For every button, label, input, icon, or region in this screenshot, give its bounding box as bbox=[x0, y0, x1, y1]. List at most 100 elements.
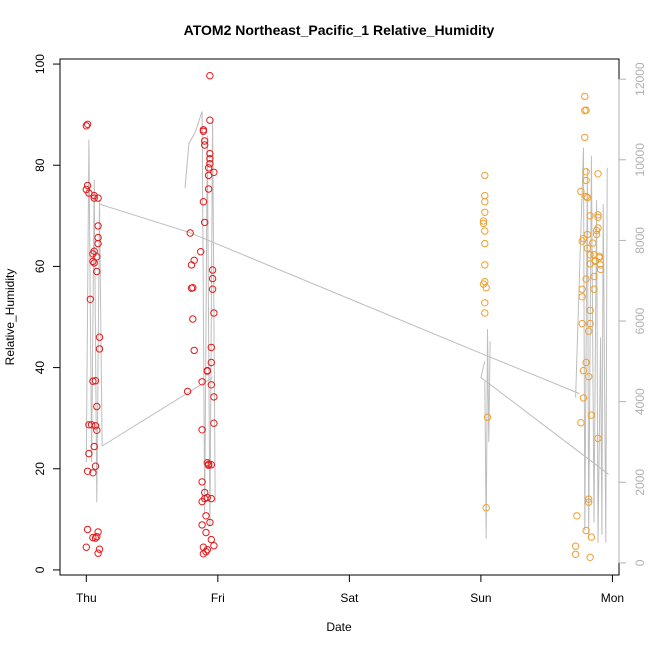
humidity-point bbox=[587, 411, 596, 419]
humidity-point bbox=[198, 378, 206, 386]
humidity-point bbox=[481, 309, 489, 317]
humidity-point bbox=[208, 285, 217, 293]
y-tick-label: 40 bbox=[33, 361, 47, 375]
humidity-point bbox=[582, 168, 590, 176]
humidity-point bbox=[207, 343, 216, 352]
x-tick-label: Fri bbox=[211, 591, 225, 605]
humidity-point bbox=[89, 533, 97, 542]
humidity-point bbox=[94, 528, 102, 536]
humidity-point bbox=[94, 549, 102, 557]
humidity-point bbox=[82, 122, 91, 130]
humidity-point bbox=[94, 194, 102, 202]
humidity-point bbox=[573, 512, 581, 520]
altitude-line bbox=[484, 329, 491, 539]
humidity-point bbox=[93, 402, 101, 411]
humidity-point bbox=[589, 239, 597, 247]
humidity-point bbox=[202, 548, 210, 556]
humidity-point bbox=[481, 191, 489, 200]
humidity-point bbox=[585, 495, 593, 503]
y-tick-label: 80 bbox=[33, 158, 47, 172]
humidity-point bbox=[197, 248, 205, 256]
humidity-point bbox=[482, 284, 490, 292]
humidity-point bbox=[199, 126, 208, 134]
humidity-point bbox=[86, 295, 95, 303]
chart-title: ATOM2 Northeast_Pacific_1 Relative_Humid… bbox=[184, 22, 495, 38]
humidity-point bbox=[481, 208, 489, 217]
humidity-point bbox=[586, 212, 594, 220]
humidity-point bbox=[199, 127, 208, 136]
y-tick-label: 60 bbox=[33, 259, 47, 273]
humidity-point bbox=[210, 309, 218, 317]
humidity-point bbox=[210, 168, 218, 177]
x-axis: Thu Fri Sat Sun Mon bbox=[76, 574, 624, 605]
humidity-point bbox=[479, 217, 488, 225]
humidity-point bbox=[586, 251, 594, 259]
humidity-point bbox=[594, 170, 602, 178]
humidity-point bbox=[203, 546, 212, 554]
humidity-point bbox=[582, 358, 590, 367]
humidity-point bbox=[91, 534, 100, 542]
humidity-point bbox=[578, 285, 586, 293]
humidity-point bbox=[482, 504, 490, 512]
humidity-point bbox=[481, 198, 489, 206]
left-y-axis: 0 20 40 60 80 100 bbox=[33, 54, 60, 573]
right-tick-label: 4000 bbox=[633, 388, 647, 415]
y-tick-label: 20 bbox=[33, 462, 47, 476]
humidity-point bbox=[198, 478, 206, 486]
humidity-point bbox=[207, 535, 216, 544]
x-tick-label: Sun bbox=[470, 591, 491, 605]
humidity-point bbox=[201, 137, 209, 145]
humidity-point bbox=[206, 116, 214, 124]
y-axis-label: Relative_Humidity bbox=[3, 269, 17, 366]
humidity-point bbox=[590, 272, 598, 281]
humidity-point bbox=[596, 265, 605, 274]
right-y-axis: 0 2000 4000 6000 8000 10000 12000 bbox=[618, 62, 647, 566]
x-axis-label: Date bbox=[326, 620, 352, 634]
humidity-point bbox=[91, 462, 100, 470]
humidity-point bbox=[94, 233, 102, 242]
humidity-point bbox=[582, 275, 590, 283]
humidity-point bbox=[198, 521, 206, 529]
humidity-point bbox=[206, 72, 214, 80]
humidity-point bbox=[582, 192, 590, 201]
humidity-point bbox=[578, 319, 586, 328]
humidity-point bbox=[89, 469, 97, 477]
humidity-point bbox=[83, 181, 92, 190]
humidity-point bbox=[571, 550, 580, 558]
humidity-point bbox=[201, 141, 209, 149]
humidity-point bbox=[577, 187, 585, 196]
humidity-point bbox=[596, 261, 605, 269]
humidity-point bbox=[83, 467, 92, 475]
humidity-point bbox=[585, 373, 593, 381]
altitude-line bbox=[184, 111, 216, 527]
humidity-point bbox=[91, 422, 100, 430]
humidity-point bbox=[93, 267, 101, 276]
humidity-point bbox=[585, 498, 593, 506]
humidity-point bbox=[578, 293, 586, 301]
humidity-point bbox=[91, 377, 100, 385]
right-tick-label: 0 bbox=[633, 559, 647, 566]
humidity-point bbox=[586, 306, 594, 315]
humidity-point bbox=[590, 285, 598, 293]
humidity-point bbox=[183, 387, 192, 396]
humidity-point bbox=[594, 224, 602, 232]
altitude-line-layer bbox=[85, 111, 609, 543]
humidity-point bbox=[204, 185, 213, 193]
humidity-point bbox=[207, 461, 216, 469]
humidity-point bbox=[89, 257, 97, 266]
humidity-point bbox=[583, 244, 592, 252]
humidity-point bbox=[203, 366, 212, 375]
humidity-point bbox=[481, 239, 489, 248]
humidity-point bbox=[571, 542, 580, 550]
humidity-point bbox=[594, 434, 602, 443]
altitude-line bbox=[575, 147, 608, 543]
x-tick-label: Sat bbox=[340, 591, 359, 605]
humidity-point bbox=[587, 533, 596, 541]
humidity-point bbox=[208, 266, 217, 274]
right-tick-label: 8000 bbox=[633, 227, 647, 254]
humidity-point bbox=[83, 120, 92, 129]
humidity-point bbox=[479, 219, 488, 228]
humidity-point bbox=[483, 413, 492, 421]
humidity-point bbox=[190, 256, 198, 264]
